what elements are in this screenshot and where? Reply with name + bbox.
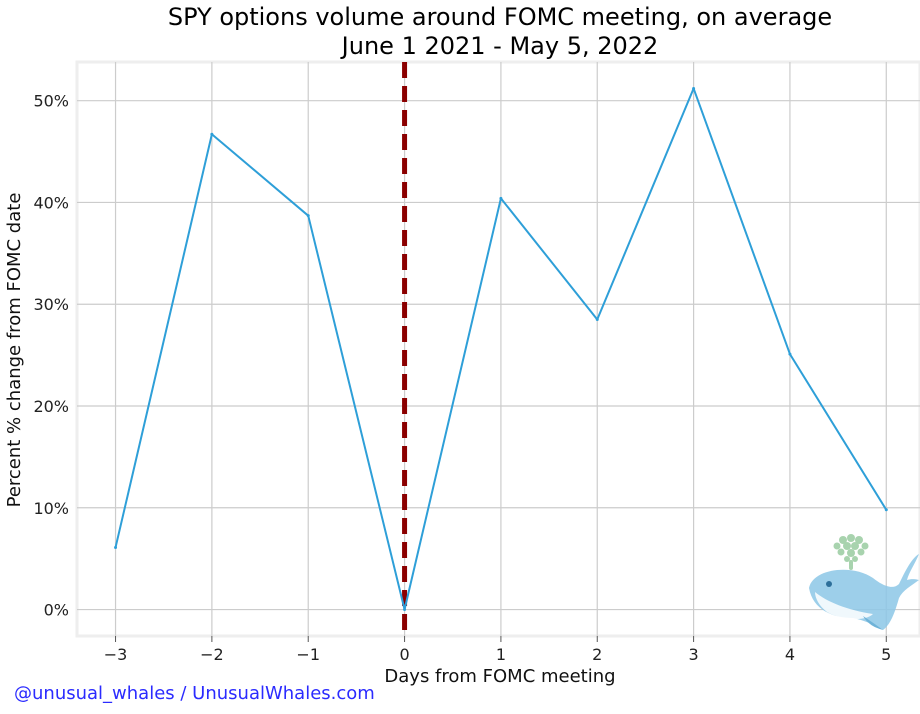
data-point xyxy=(595,317,599,321)
data-point xyxy=(306,214,310,218)
data-point xyxy=(499,196,503,200)
plot-area xyxy=(75,60,920,638)
x-tick-label: −2 xyxy=(200,645,224,664)
x-tick-label: 0 xyxy=(399,645,409,664)
y-tick-label: 20% xyxy=(33,397,69,416)
y-axis-label: Percent % change from FOMC date xyxy=(4,193,25,508)
series-layer xyxy=(114,86,888,612)
y-tick-label: 50% xyxy=(33,92,69,111)
credit-text: @unusual_whales / UnusualWhales.com xyxy=(14,683,375,704)
data-point xyxy=(210,132,214,136)
x-tick-label: −3 xyxy=(104,645,128,664)
x-tick-label: 4 xyxy=(785,645,795,664)
y-tick-label: 0% xyxy=(44,601,69,620)
x-tick-label: 5 xyxy=(881,645,891,664)
x-tick-label: −1 xyxy=(296,645,320,664)
data-point xyxy=(692,86,696,90)
x-tick-label: 2 xyxy=(592,645,602,664)
y-tick-label: 30% xyxy=(33,295,69,314)
y-tick-label: 40% xyxy=(33,193,69,212)
data-point xyxy=(114,545,118,549)
data-point xyxy=(403,608,407,612)
x-ticks: −3 −2 −1 0 1 2 3 4 5 xyxy=(104,636,891,664)
y-tick-label: 10% xyxy=(33,499,69,518)
data-point xyxy=(788,352,792,356)
chart-title-line-1: SPY options volume around FOMC meeting, … xyxy=(168,3,832,31)
x-tick-label: 3 xyxy=(689,645,699,664)
chart-title-line-2: June 1 2021 - May 5, 2022 xyxy=(340,32,659,60)
whale-logo-icon xyxy=(809,534,919,630)
x-axis-label: Days from FOMC meeting xyxy=(384,666,615,687)
x-tick-label: 1 xyxy=(496,645,506,664)
y-ticks: 0% 10% 20% 30% 40% 50% xyxy=(33,92,69,620)
data-point xyxy=(884,508,888,512)
grid xyxy=(77,62,920,636)
